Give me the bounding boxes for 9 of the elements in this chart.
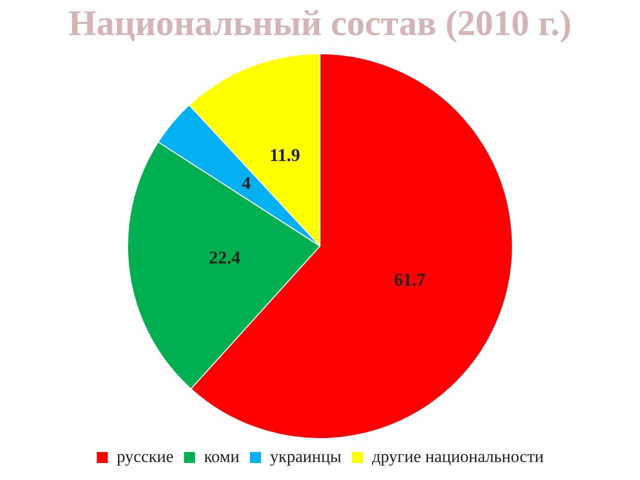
data-label: 22.4: [208, 247, 240, 268]
chart-title: Национальный состав (2010 г.): [68, 2, 572, 43]
data-label: 61.7: [394, 269, 426, 290]
legend-label: украинцы: [270, 446, 342, 466]
legend-label: русские: [116, 446, 174, 466]
data-label: 4: [242, 172, 251, 193]
legend-label: другие национальности: [372, 446, 544, 466]
legend-label: коми: [204, 446, 240, 466]
data-label: 11.9: [270, 145, 300, 166]
